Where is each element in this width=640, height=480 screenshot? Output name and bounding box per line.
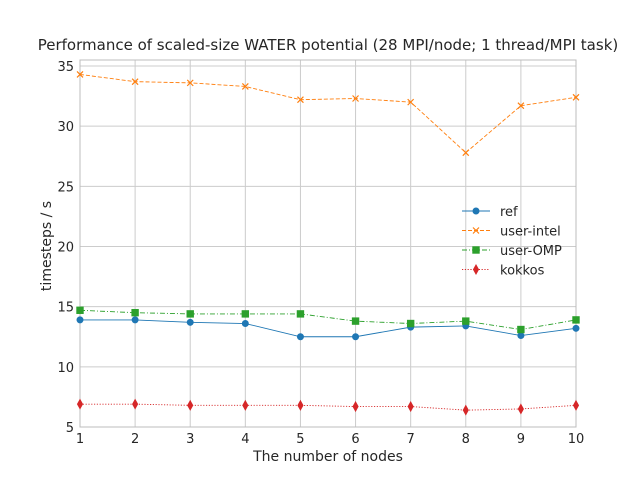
legend: ref user-intel user-OMP kokkos <box>462 205 562 279</box>
y-tick-label: 35 <box>57 60 74 75</box>
data-point-user-OMP <box>131 308 139 317</box>
data-point-user-OMP <box>76 306 84 314</box>
x-tick-label: 7 <box>407 432 415 447</box>
data-point-kokkos <box>187 399 194 411</box>
data-point-user-intel <box>462 149 470 157</box>
series-kokkos <box>76 398 580 416</box>
data-point-ref <box>517 332 525 340</box>
data-point-kokkos <box>242 399 249 411</box>
data-point-user-intel <box>517 102 525 110</box>
legend-item-kokkos: kokkos <box>462 264 545 279</box>
data-point-user-OMP <box>406 319 415 328</box>
data-point-user-intel <box>297 96 304 104</box>
axes: 1 2 3 4 5 6 7 8 9 10 5 10 15 20 25 30 35 <box>57 59 585 447</box>
data-point-user-intel <box>352 95 359 102</box>
data-point-kokkos <box>517 403 524 415</box>
data-point-user-intel <box>241 83 249 90</box>
series-line-user-OMP <box>79 309 577 330</box>
series-user-intel <box>76 71 580 157</box>
legend-item-user-intel: user-intel <box>462 225 561 240</box>
data-point-ref <box>572 324 580 332</box>
x-tick-label: 2 <box>131 432 139 447</box>
y-tick-label: 5 <box>66 421 74 436</box>
series-line-ref <box>80 319 577 338</box>
chart-title: Performance of scaled-size WATER potenti… <box>38 36 618 54</box>
series-group <box>76 71 580 416</box>
y-tick-label: 20 <box>57 241 74 256</box>
data-point-user-OMP <box>296 310 305 318</box>
data-point-ref <box>76 316 84 324</box>
data-point-kokkos <box>297 399 304 411</box>
data-point-kokkos <box>572 399 580 411</box>
data-point-user-intel <box>131 78 139 86</box>
plot-frame <box>79 59 577 428</box>
data-point-user-OMP <box>462 317 470 325</box>
data-point-ref <box>296 333 304 341</box>
data-point-user-intel <box>572 93 580 101</box>
x-tick-label: 1 <box>76 432 84 447</box>
series-user-OMP <box>76 306 580 334</box>
data-point-user-OMP <box>517 325 525 334</box>
data-point-user-intel <box>76 71 84 78</box>
legend-label: kokkos <box>500 264 545 279</box>
x-tick-label: 4 <box>241 432 249 447</box>
data-point-ref <box>131 316 139 324</box>
data-point-kokkos <box>407 401 414 413</box>
data-point-kokkos <box>132 398 139 410</box>
legend-label: ref <box>500 205 518 220</box>
data-point-user-OMP <box>572 316 580 324</box>
data-point-user-intel <box>407 98 415 106</box>
legend-label: user-OMP <box>500 244 562 259</box>
y-tick-label: 30 <box>57 120 74 135</box>
x-tick-label: 5 <box>296 432 304 447</box>
y-tick-label: 15 <box>57 301 74 316</box>
legend-marker <box>472 227 480 234</box>
legend-marker <box>472 207 480 215</box>
x-axis-label: The number of nodes <box>252 449 403 465</box>
legend-marker <box>472 263 480 276</box>
y-axis-label: timesteps / s <box>39 201 55 291</box>
x-tick-label: 6 <box>351 432 359 447</box>
data-point-kokkos <box>352 401 359 413</box>
x-tick-label: 10 <box>568 432 585 447</box>
legend-marker <box>472 246 480 254</box>
x-tick-label: 8 <box>462 432 470 447</box>
x-tick-label: 3 <box>186 432 194 447</box>
series-ref <box>76 316 580 341</box>
y-tick-label: 25 <box>57 180 74 195</box>
y-tick-label: 10 <box>57 361 74 376</box>
data-point-ref <box>352 333 360 341</box>
data-point-user-OMP <box>351 317 360 325</box>
x-tick-label: 9 <box>517 432 525 447</box>
data-point-user-OMP <box>241 310 250 318</box>
data-point-kokkos <box>462 404 469 416</box>
data-point-ref <box>186 318 194 326</box>
data-point-user-intel <box>186 79 194 87</box>
data-point-ref <box>241 320 249 328</box>
legend-label: user-intel <box>500 225 561 240</box>
legend-item-user-OMP: user-OMP <box>462 244 562 259</box>
data-point-kokkos <box>76 398 84 410</box>
legend-item-ref: ref <box>462 205 518 220</box>
data-point-user-OMP <box>186 310 194 318</box>
